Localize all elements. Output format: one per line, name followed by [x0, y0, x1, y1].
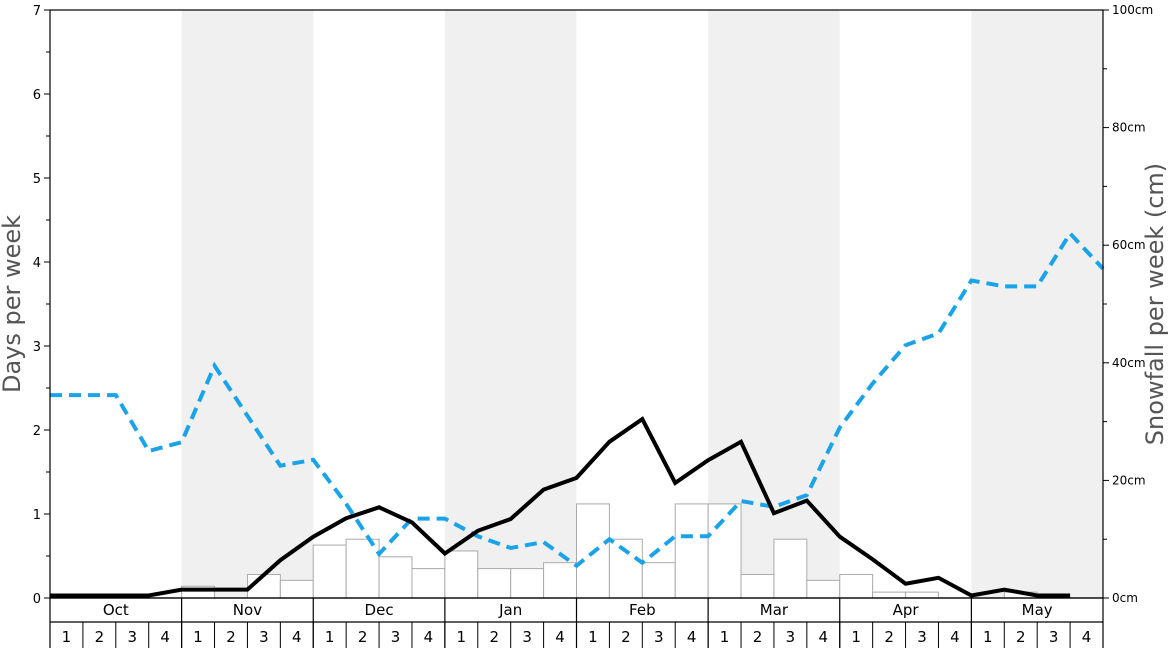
left-tick-label: 2	[33, 424, 41, 439]
week-label: 1	[62, 628, 72, 646]
left-axis-title: Days per week	[0, 215, 26, 393]
week-label: 4	[424, 628, 434, 646]
week-label: 2	[1016, 628, 1026, 646]
week-label: 3	[917, 628, 927, 646]
month-label-dec: Dec	[365, 601, 394, 619]
week-label: 3	[1049, 628, 1059, 646]
snowfall-bar	[608, 538, 643, 599]
month-shading-bands	[181, 10, 1103, 598]
month-label-feb: Feb	[629, 601, 656, 619]
left-tick-label: 1	[33, 508, 41, 523]
snowfall-bar	[543, 562, 577, 599]
left-tick-label: 4	[33, 256, 41, 271]
week-label: 1	[588, 628, 598, 646]
week-label: 4	[687, 628, 697, 646]
month-label-jan: Jan	[498, 601, 522, 619]
week-label: 3	[522, 628, 532, 646]
right-tick-label: 0cm	[1112, 591, 1138, 605]
month-band-mar	[708, 10, 840, 598]
snowfall-bar	[740, 573, 775, 599]
week-label: 1	[457, 628, 467, 646]
snow-depth-dashed-line	[50, 230, 1105, 569]
week-label: 4	[819, 628, 829, 646]
right-tick-label: 20cm	[1112, 473, 1146, 487]
snowfall-bar	[510, 568, 545, 599]
snowfall-bar	[674, 503, 709, 599]
snowfall-bar	[279, 579, 314, 599]
month-label-nov: Nov	[233, 601, 262, 619]
right-tick-label: 80cm	[1112, 121, 1146, 135]
week-label: 2	[753, 628, 763, 646]
right-tick-label: 60cm	[1112, 238, 1146, 252]
week-label: 2	[489, 628, 499, 646]
week-label: 2	[621, 628, 631, 646]
month-band-nov	[181, 10, 314, 598]
snowfall-bar	[312, 544, 347, 599]
snowfall-bar	[872, 591, 907, 599]
left-tick-label: 5	[33, 172, 41, 187]
left-tick-label: 6	[33, 88, 41, 103]
snowfall-bar	[905, 591, 939, 599]
month-label-mar: Mar	[760, 601, 789, 619]
week-label: 2	[95, 628, 105, 646]
right-axis-title: Snowfall per week (cm)	[1141, 163, 1168, 445]
right-tick-label: 40cm	[1112, 356, 1146, 370]
snowfall-bar	[477, 568, 512, 599]
right-axis-ticks: 0cm 20cm 40cm 60cm 80cm 100cm	[1103, 3, 1153, 605]
left-tick-label: 0	[33, 592, 41, 607]
snowfall-bar	[707, 503, 742, 599]
week-label: 1	[983, 628, 993, 646]
week-label: 3	[654, 628, 664, 646]
month-band-jan	[444, 10, 577, 598]
month-label-may: May	[1022, 601, 1053, 619]
week-label: 2	[884, 628, 894, 646]
left-tick-label: 3	[33, 340, 41, 355]
snow-days-line	[50, 416, 1071, 598]
right-tick-label: 100cm	[1112, 3, 1153, 17]
week-label: 3	[786, 628, 796, 646]
week-label: 1	[193, 628, 203, 646]
week-label: 4	[160, 628, 170, 646]
week-label: 4	[950, 628, 960, 646]
week-label: 2	[358, 628, 368, 646]
snowfall-bar	[411, 568, 446, 599]
snowfall-bar	[641, 562, 676, 599]
snowfall-bar	[773, 538, 808, 599]
week-labels-row: 1 2 3 4 1 2 3 4 1 2 3 4 1 2 3 4 1 2 3 4 1 2 3 4 1 2 3 4 1 2 3 4	[49, 622, 1092, 648]
week-label: 4	[292, 628, 302, 646]
week-label: 1	[851, 628, 861, 646]
week-label: 3	[391, 628, 401, 646]
week-label: 1	[720, 628, 730, 646]
month-label-apr: Apr	[893, 601, 920, 619]
snowfall-bar	[444, 550, 479, 599]
week-label: 1	[325, 628, 335, 646]
snowfall-bar	[806, 579, 841, 599]
week-label: 3	[259, 628, 269, 646]
week-label: 2	[226, 628, 236, 646]
week-label: 4	[555, 628, 565, 646]
month-band-may	[971, 10, 1103, 598]
snowfall-bar	[345, 538, 380, 599]
left-tick-label: 7	[33, 4, 41, 19]
snowfall-bar	[378, 556, 413, 599]
week-label: 4	[1082, 628, 1092, 646]
month-label-oct: Oct	[103, 601, 129, 619]
week-label: 3	[127, 628, 137, 646]
snowfall-bar	[839, 573, 874, 599]
left-axis-ticks: 0 1 2 3 4 5 6 7	[33, 4, 50, 607]
